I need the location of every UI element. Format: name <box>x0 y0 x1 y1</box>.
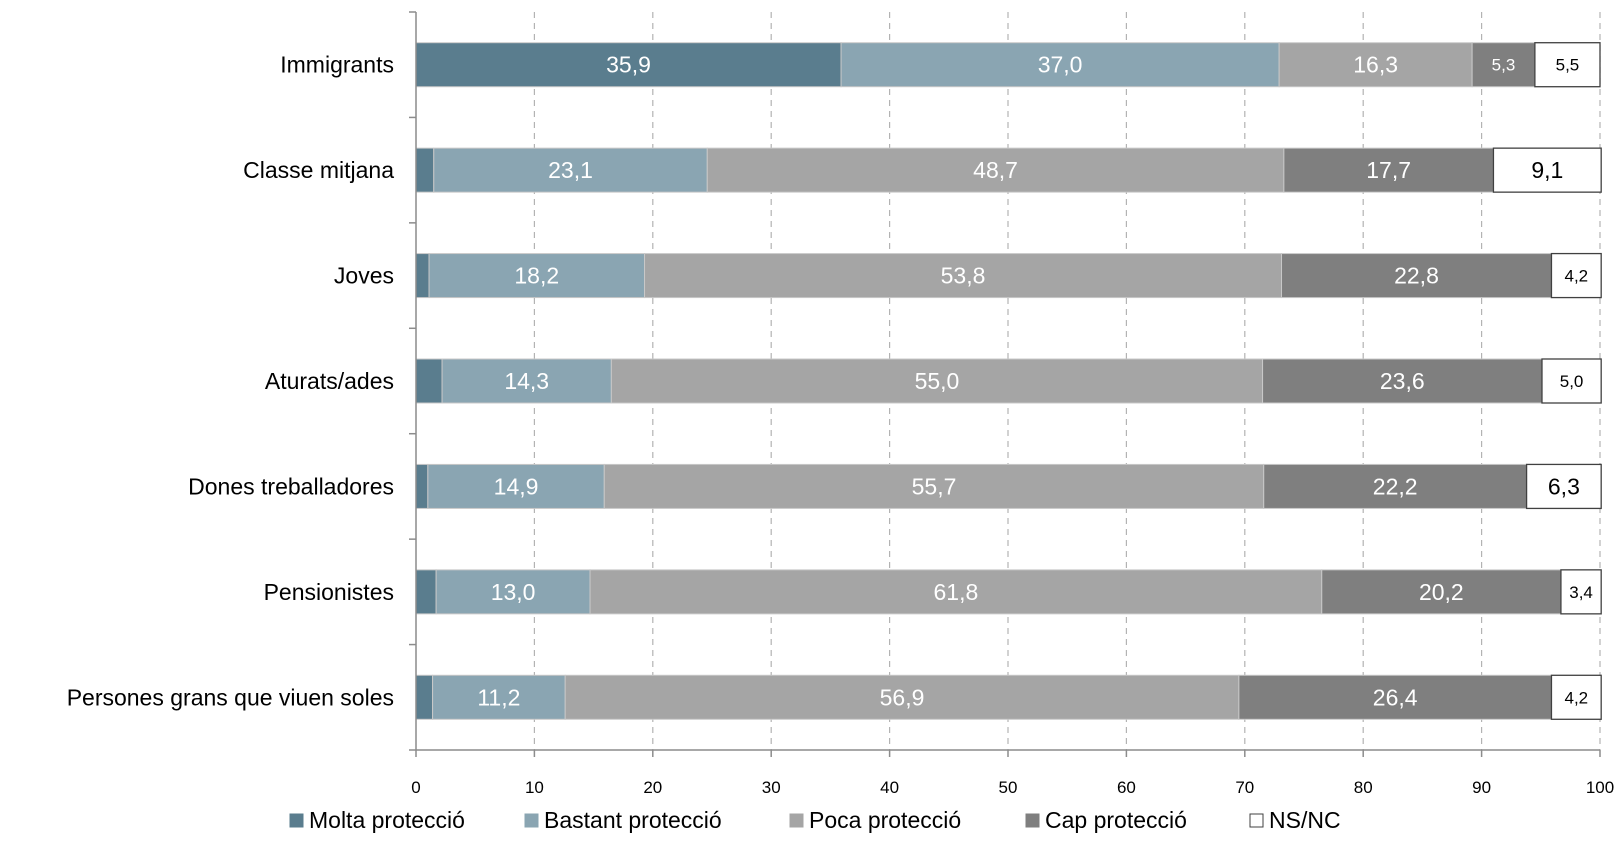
x-tick-label: 40 <box>880 778 899 797</box>
bar-segment <box>415 147 435 193</box>
bar-data-label: 22,8 <box>1394 263 1439 289</box>
bar-data-label: 14,9 <box>494 473 539 499</box>
bar-segment <box>1471 42 1536 88</box>
category-label: Joves <box>334 263 394 289</box>
bar-data-label: 4,2 <box>1564 267 1588 286</box>
bar-data-label: 35,9 <box>606 52 651 78</box>
bar-data-label: 53,8 <box>941 263 986 289</box>
bar-data-label: 48,7 <box>973 157 1018 183</box>
bar-segment <box>1263 463 1528 509</box>
x-tick-label: 70 <box>1235 778 1254 797</box>
category-label: Classe mitjana <box>243 157 394 183</box>
legend-swatch <box>289 813 304 828</box>
bar-data-label: 5,0 <box>1560 372 1584 391</box>
legend-entry: NS/NC <box>1269 807 1341 833</box>
bar-segment <box>1283 147 1494 193</box>
category-label: Persones grans que viuen soles <box>67 684 394 710</box>
bar-data-label: 11,2 <box>477 684 520 710</box>
bar-data-label: 55,7 <box>912 473 957 499</box>
bar-segment <box>1238 674 1552 720</box>
x-tick-label: 30 <box>762 778 781 797</box>
bar-segment <box>1534 42 1601 88</box>
bar-data-label: 20,2 <box>1419 579 1464 605</box>
bar-segment <box>1278 42 1473 88</box>
legend-entry: Poca protecció <box>809 807 961 833</box>
x-tick-label: 60 <box>1117 778 1136 797</box>
bar-segment <box>435 569 591 615</box>
bar-data-label: 18,2 <box>514 263 559 289</box>
bar-data-label: 23,1 <box>548 157 593 183</box>
bar-data-label: 26,4 <box>1373 684 1418 710</box>
category-label: Pensionistes <box>264 579 394 605</box>
bar-data-label: 9,1 <box>1531 157 1563 183</box>
x-tick-label: 0 <box>411 778 420 797</box>
bar-data-label: 56,9 <box>880 684 925 710</box>
x-tick-label: 20 <box>643 778 662 797</box>
bar-data-label: 4,2 <box>1564 688 1588 707</box>
bar-data-label: 14,3 <box>504 368 549 394</box>
bar-data-label: 55,0 <box>915 368 960 394</box>
bar-data-label: 17,7 <box>1366 157 1411 183</box>
bar-segment <box>433 147 708 193</box>
bar-segment <box>428 253 646 299</box>
bar-segment <box>589 569 1323 615</box>
axes: 0 10 20 30 40 50 60 70 80 90 100 Immigrants Classe m… <box>67 11 1614 797</box>
bar-segment <box>415 253 430 299</box>
bar-data-label: 37,0 <box>1038 52 1083 78</box>
bar-segment <box>603 463 1265 509</box>
category-label: Aturats/ades <box>265 368 394 394</box>
bar-segment <box>415 674 434 720</box>
legend: Molta protecció Bastant protecció Poca pro… <box>289 807 1341 833</box>
category-label: Immigrants <box>280 52 394 78</box>
legend-entry: Molta protecció <box>309 807 465 833</box>
bar-data-label: 16,3 <box>1353 52 1398 78</box>
legend-entry: Cap protecció <box>1045 807 1187 833</box>
bar-segment <box>1560 569 1602 615</box>
bar-data-label: 13,0 <box>491 579 536 605</box>
x-tick-label: 80 <box>1354 778 1373 797</box>
bar-segment <box>415 569 437 615</box>
legend-swatch <box>789 813 804 828</box>
bar-segment <box>1321 569 1562 615</box>
bar-segment <box>427 463 605 509</box>
bars: 35,9 37,0 16,3 5,3 5,5 23,1 48,7 17,7 9,1 18,2 53,… <box>415 42 1602 720</box>
bar-data-label: 6,3 <box>1548 473 1580 499</box>
bar-segment <box>1525 463 1602 510</box>
category-label: Dones treballadores <box>188 473 394 499</box>
bar-segment <box>1550 674 1602 720</box>
bar-segment <box>1262 358 1543 404</box>
bar-segment <box>1550 252 1602 299</box>
bar-data-label: 23,6 <box>1380 368 1425 394</box>
legend-swatch <box>1249 813 1264 828</box>
bar-segment <box>644 253 1283 299</box>
bar-segment <box>415 358 443 404</box>
legend-swatch <box>1025 813 1040 828</box>
legend-swatch <box>524 813 539 828</box>
bar-segment <box>706 147 1285 193</box>
x-tick-label: 90 <box>1472 778 1491 797</box>
bar-segment <box>415 463 429 509</box>
bar-segment <box>1541 358 1602 404</box>
x-tick-label: 10 <box>525 778 544 797</box>
x-tick-label: 50 <box>999 778 1018 797</box>
bar-data-label: 5,5 <box>1556 56 1580 75</box>
bar-segment <box>1281 253 1552 299</box>
bar-data-label: 3,4 <box>1569 583 1593 602</box>
bar-data-label: 5,3 <box>1492 56 1516 75</box>
bar-segment <box>1492 147 1602 193</box>
bar-data-label: 22,2 <box>1373 473 1418 499</box>
x-tick-label: 100 <box>1586 778 1614 797</box>
bar-data-label: 61,8 <box>934 579 979 605</box>
bar-segment <box>564 674 1240 720</box>
legend-entry: Bastant protecció <box>544 807 722 833</box>
